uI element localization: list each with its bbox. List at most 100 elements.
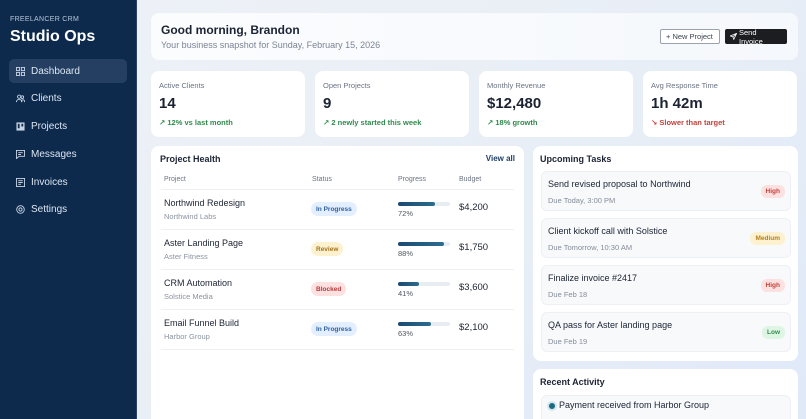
sidebar-item-settings[interactable]: Settings [9,198,127,222]
task-title: Finalize invoice #2417 [548,273,638,283]
sidebar-item-label: Dashboard [31,65,80,77]
activity-text: Payment received from Harbor Group [559,400,710,410]
project-health-card: Project Health View all Project Status P… [151,146,524,419]
stat-label: Avg Response Time [651,81,718,90]
stat-trend: ↗ 2 newly started this week [323,118,422,127]
project-name: CRM Automation [164,278,233,288]
sidebar-item-invoices[interactable]: Invoices [9,170,127,194]
sidebar-item-label: Settings [31,204,68,216]
gear-icon [16,205,25,215]
table-row[interactable]: Aster Landing Page Aster Fitness Review … [161,230,514,270]
stat-label: Monthly Revenue [487,81,546,90]
table-row[interactable]: CRM Automation Solstice Media Blocked 41… [161,270,514,310]
column-header-status: Status [312,176,332,183]
stat-trend: ↗ 18% growth [487,118,538,127]
column-header-budget: Budget [459,176,482,183]
stat-value: 1h 42m [651,95,703,112]
task-title: Client kickoff call with Solstice [548,226,668,236]
stat-trend: ↗ 12% vs last month [159,118,233,127]
sidebar-nav: Dashboard Clients Projects Messages Invo… [9,59,127,222]
send-icon [730,33,739,40]
message-icon [16,149,25,159]
divider [161,309,514,310]
priority-badge: Low [762,326,785,339]
task-title: Send revised proposal to Northwind [548,179,691,189]
invoice-icon [16,177,25,187]
upcoming-tasks-title: Upcoming Tasks [540,154,612,164]
project-name: Aster Landing Page [164,238,244,248]
sidebar-item-messages[interactable]: Messages [9,142,127,166]
stat-value: 14 [159,95,176,112]
task-item[interactable]: QA pass for Aster landing page Due Feb 1… [541,312,791,352]
client-name: Aster Fitness [164,252,208,261]
header-card: Good morning, Brandon Your business snap… [151,13,798,60]
activity-dot-icon [549,403,555,409]
status-badge: Blocked [311,282,347,296]
stat-label: Active Clients [159,81,205,90]
task-title: QA pass for Aster landing page [548,320,673,330]
task-item[interactable]: Finalize invoice #2417 Due Feb 18 High [541,265,791,305]
project-name: Northwind Redesign [164,198,246,208]
budget-value: $4,200 [459,202,489,213]
task-due: Due Today, 3:00 PM [548,196,616,205]
brand-subtitle: FREELANCER CRM [10,16,80,23]
divider [161,269,514,270]
recent-activity-title: Recent Activity [540,377,605,387]
task-item[interactable]: Client kickoff call with Solstice Due To… [541,218,791,258]
upcoming-tasks-card: Upcoming Tasks Send revised proposal to … [533,146,798,361]
page-subtitle: Your business snapshot for Sunday, Febru… [161,40,381,50]
status-badge: Review [311,242,344,256]
page-title: Good morning, Brandon [161,23,300,37]
sidebar-item-label: Messages [31,148,77,160]
task-due: Due Tomorrow, 10:30 AM [548,243,633,252]
progress-percent: 63% [398,329,414,338]
new-project-button[interactable]: + New Project [660,29,720,44]
sidebar: FREELANCER CRM Studio Ops Dashboard Clie… [0,0,137,419]
divider [161,229,514,230]
stat-label: Open Projects [323,81,371,90]
client-name: Harbor Group [164,332,210,341]
grid-icon [16,66,25,76]
task-due: Due Feb 19 [548,337,588,346]
stat-card-active-clients: Active Clients 14 ↗ 12% vs last month [151,71,305,137]
view-all-link[interactable]: View all [485,154,515,163]
stat-value: $12,480 [487,95,542,112]
priority-badge: Medium [750,232,785,245]
sidebar-item-dashboard[interactable]: Dashboard [9,59,127,83]
activity-item[interactable]: Payment received from Harbor Group [541,395,791,419]
table-row[interactable]: Email Funnel Build Harbor Group In Progr… [161,310,514,350]
progress-percent: 41% [398,289,414,298]
project-health-title: Project Health [160,154,221,164]
table-row[interactable]: Northwind Redesign Northwind Labs In Pro… [161,190,514,230]
client-name: Solstice Media [164,292,213,301]
sidebar-item-label: Invoices [31,176,68,188]
budget-value: $1,750 [459,242,489,253]
task-item[interactable]: Send revised proposal to Northwind Due T… [541,171,791,211]
stat-card-avg-response-time: Avg Response Time 1h 42m ↘ Slower than t… [643,71,797,137]
send-invoice-label: Send Invoice [739,27,763,46]
stat-card-monthly-revenue: Monthly Revenue $12,480 ↗ 18% growth [479,71,633,137]
kanban-icon [16,122,25,131]
priority-badge: High [760,185,785,198]
progress-percent: 88% [398,249,414,258]
status-badge: In Progress [311,322,357,336]
sidebar-item-label: Clients [31,93,62,105]
send-invoice-button[interactable]: Send Invoice [725,27,787,46]
recent-activity-card: Recent Activity Payment received from Ha… [533,369,798,419]
progress-bar [398,202,450,206]
stat-value: 9 [323,95,332,112]
sidebar-item-projects[interactable]: Projects [9,115,127,139]
new-project-label: + New Project [666,32,713,41]
divider [161,189,514,190]
priority-badge: High [760,279,785,292]
divider [161,349,514,350]
status-badge: In Progress [311,202,357,216]
client-name: Northwind Labs [164,212,217,221]
stat-trend: ↘ Slower than target [651,118,725,127]
progress-bar [398,322,450,326]
project-name: Email Funnel Build [164,318,240,328]
sidebar-item-clients[interactable]: Clients [9,87,127,111]
budget-value: $3,600 [459,282,489,293]
brand-title: Studio Ops [10,28,96,45]
stat-card-open-projects: Open Projects 9 ↗ 2 newly started this w… [315,71,469,137]
